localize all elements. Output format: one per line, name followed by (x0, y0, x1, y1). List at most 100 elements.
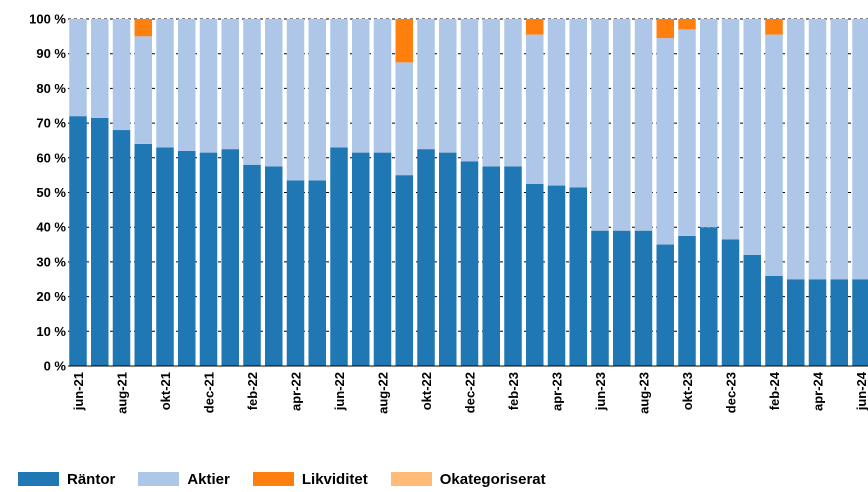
bar-segment-räntor (547, 185, 566, 366)
x-tick-label: aug-22 (376, 372, 391, 414)
bar-segment-räntor (613, 230, 631, 366)
bar-segment-räntor (395, 175, 413, 366)
x-tick-label: apr-23 (550, 372, 565, 411)
x-tick-label: aug-23 (637, 372, 652, 414)
bar-segment-räntor (91, 117, 109, 367)
bar-segment-räntor (634, 230, 653, 366)
y-tick-label: 40 % (36, 220, 66, 235)
y-axis-ticks: 0 % 10 % 20 % 30 % 40 % 50 % 60 % 70 % 80 % 90 % 1… (29, 12, 66, 374)
x-tick-label: apr-22 (289, 372, 304, 411)
bar-segment-likviditet (678, 19, 696, 30)
bar-segment-räntor (156, 147, 174, 366)
bar-segment-likviditet (656, 19, 674, 39)
x-tick-label: dec-22 (463, 372, 478, 413)
bar-segment-aktier (91, 19, 109, 118)
bar-segment-likviditet (134, 19, 152, 37)
bar-segment-räntor (69, 116, 87, 366)
y-tick-label: 100 % (29, 12, 66, 27)
bar-segment-räntor (526, 183, 544, 366)
x-tick-label: feb-23 (506, 372, 521, 410)
bar-segment-räntor (373, 152, 392, 366)
bar-segment-aktier (439, 19, 457, 153)
x-tick-label: dec-21 (202, 372, 217, 413)
bar-segment-aktier (721, 19, 740, 240)
bar-segment-räntor (504, 166, 522, 366)
bar-segment-aktier (613, 19, 631, 231)
bar-segment-aktier (395, 62, 413, 176)
bar-segment-aktier (569, 19, 587, 188)
y-tick-label: 50 % (36, 185, 66, 200)
bar-segment-aktier (504, 19, 522, 167)
x-axis-ticks: jun-21 aug-21 okt-21 dec-21 feb-22 apr-22 jun-… (71, 371, 868, 414)
x-tick-label: aug-21 (115, 372, 130, 414)
x-tick-label: jun-23 (593, 372, 608, 411)
bar-segment-aktier (178, 19, 196, 151)
bar-segment-räntor (330, 147, 348, 366)
bar-segment-räntor (112, 130, 131, 366)
bar-segment-aktier (526, 34, 544, 184)
bar-segment-aktier (69, 19, 87, 117)
legend-swatch-likviditet (252, 472, 294, 486)
bar-segment-aktier (373, 19, 392, 153)
legend-label-aktier: Aktier (187, 470, 230, 488)
bar-segment-aktier (743, 19, 761, 255)
bar-segment-aktier (134, 36, 152, 144)
bar-segment-aktier (656, 38, 674, 245)
bar-segment-räntor (765, 275, 783, 366)
bar-segment-räntor (243, 164, 261, 366)
bar-segment-aktier (852, 19, 868, 280)
bar-segment-aktier (265, 19, 283, 167)
legend-swatch-rantor (18, 472, 59, 486)
bar-segment-aktier (547, 19, 566, 186)
bar-segment-aktier (286, 19, 305, 181)
bar-segment-aktier (830, 19, 848, 280)
bar-segment-likviditet (765, 19, 783, 35)
legend-swatch-okategoriserat (390, 472, 432, 486)
x-tick-label: okt-23 (680, 372, 695, 410)
bar-segment-räntor (656, 244, 674, 366)
bar-segment-aktier (330, 19, 348, 148)
bar-segment-räntor (721, 239, 740, 366)
y-tick-label: 70 % (36, 116, 66, 131)
bar-segment-aktier (352, 19, 370, 153)
bar-segment-räntor (569, 187, 587, 366)
bar-segment-räntor (178, 150, 196, 366)
bar-segment-aktier (808, 19, 827, 280)
legend-label-rantor: Räntor (67, 470, 116, 488)
bar-segment-räntor (852, 279, 868, 366)
legend-item-okategoriserat: Okategoriserat (390, 471, 546, 488)
bar-segment-aktier (199, 19, 218, 153)
bar-segment-aktier (417, 19, 435, 150)
bar-segment-räntor (787, 279, 805, 366)
y-tick-label: 20 % (36, 289, 66, 304)
x-tick-label: jun-21 (71, 372, 86, 411)
bar-segment-räntor (134, 143, 152, 366)
x-tick-label: feb-22 (245, 372, 260, 410)
bar-segment-aktier (156, 19, 174, 148)
bar-segment-aktier (243, 19, 261, 165)
bar-segment-räntor (743, 254, 761, 366)
bar-segment-räntor (352, 152, 370, 366)
bar-segment-aktier (678, 29, 696, 236)
bar-segment-aktier (308, 19, 326, 181)
bar-segment-räntor (482, 166, 500, 366)
bar-segment-räntor (221, 149, 239, 366)
legend-swatch-aktier (138, 472, 180, 486)
bar-segment-aktier (634, 19, 653, 231)
y-tick-label: 80 % (36, 81, 66, 96)
x-tick-label: feb-24 (767, 371, 782, 410)
x-tick-label: apr-24 (811, 371, 826, 411)
bar-segment-räntor (265, 166, 283, 366)
x-tick-label: okt-22 (419, 372, 434, 410)
bar-segment-aktier (221, 19, 239, 150)
legend-label-likviditet: Likviditet (301, 470, 368, 488)
bar-segment-aktier (700, 19, 718, 228)
stacked-bar-chart: 0 % 10 % 20 % 30 % 40 % 50 % 60 % 70 % 80 % 90 % 1… (29, 12, 868, 414)
bar-segment-aktier (765, 34, 783, 276)
bar-segment-räntor (286, 180, 305, 366)
bar-segment-aktier (482, 19, 500, 167)
y-tick-label: 90 % (36, 46, 66, 61)
bar-segment-räntor (678, 235, 696, 366)
bar-segment-räntor (591, 230, 609, 366)
bar-segment-likviditet (395, 19, 413, 63)
